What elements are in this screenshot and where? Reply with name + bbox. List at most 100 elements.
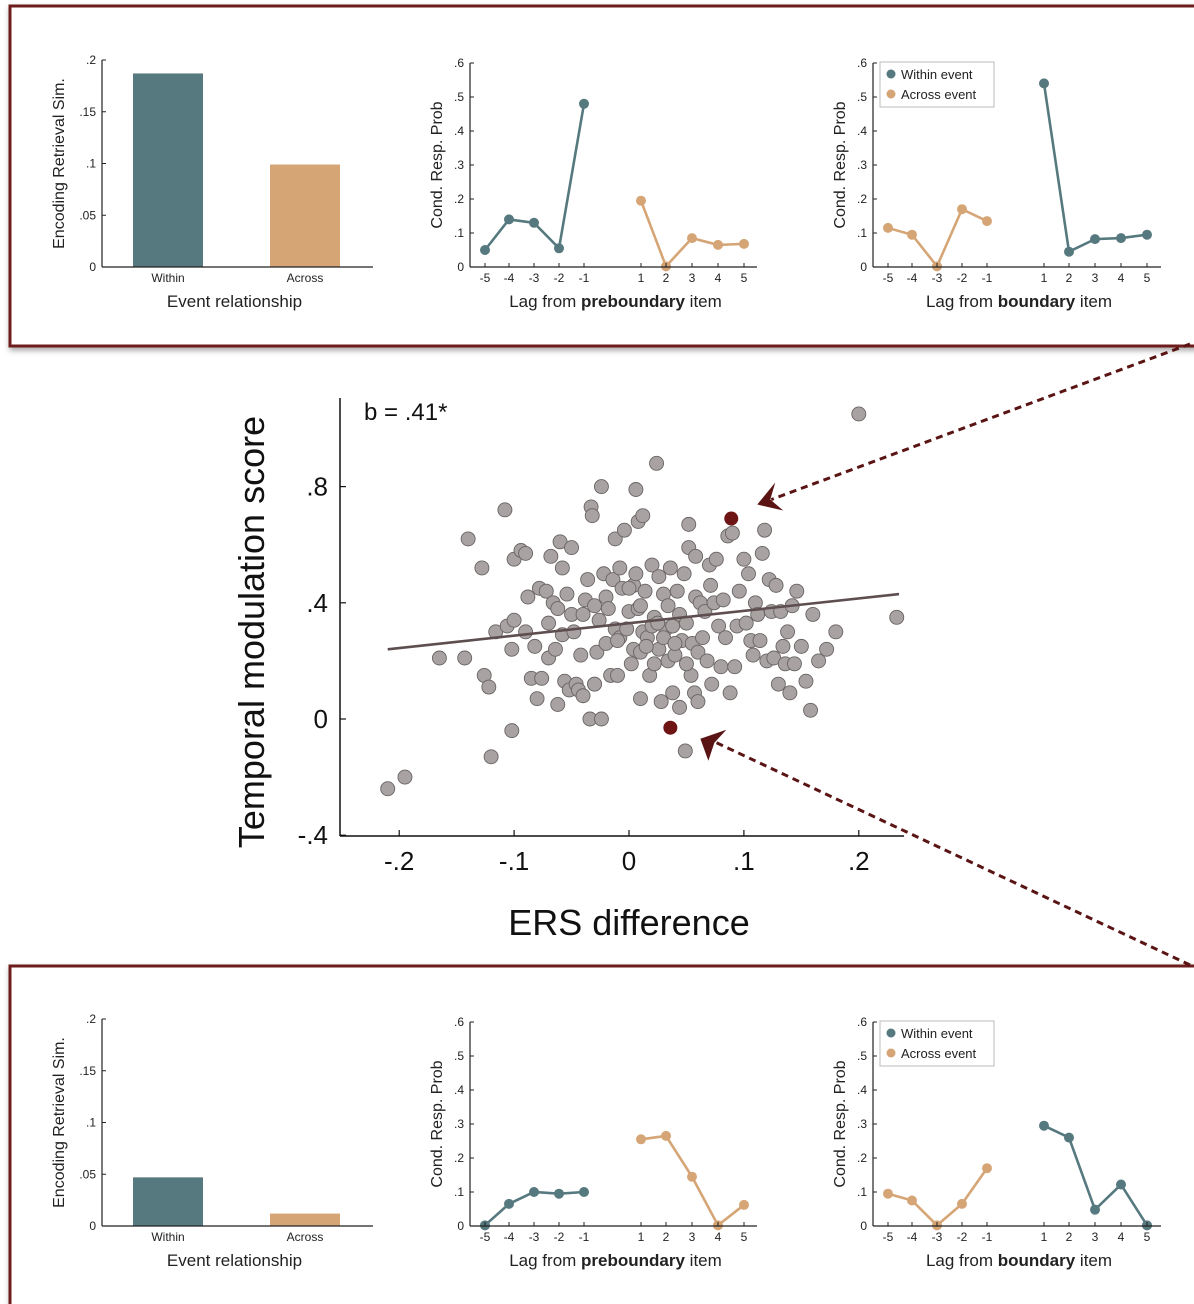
top-boundary-xtick-label: -4 (907, 271, 918, 285)
scatter-point (798, 673, 814, 689)
bottom-preboundary-ytick-label: .6 (454, 1015, 464, 1029)
scatter-point (616, 522, 632, 538)
scatter-point (575, 606, 591, 622)
bottom-boundary-ytick-label: .5 (857, 1049, 867, 1063)
bottom-preboundary-ytick-label: .2 (454, 1151, 464, 1165)
top-boundary-x-label-bold: boundary (998, 292, 1076, 311)
scatter-point (662, 560, 678, 576)
top-preboundary-xtick-label: -1 (579, 271, 590, 285)
scatter-point (713, 659, 729, 675)
scatter-point (803, 702, 818, 718)
scatter-ytick-label: .8 (306, 472, 328, 502)
scatter-point (677, 743, 693, 759)
top-boundary-xtick-label: 3 (1092, 271, 1099, 285)
top-preboundary-xtick-label: -3 (529, 271, 540, 285)
scatter-point (672, 699, 688, 715)
scatter-point (690, 644, 706, 660)
bottom-boundary-xtick-label: 2 (1066, 1230, 1073, 1244)
top-bar-ytick-label: .2 (86, 53, 96, 67)
scatter-point (715, 592, 731, 608)
bottom-bar-xtick-label: Within (151, 1230, 184, 1244)
scatter-point (580, 572, 596, 588)
bottom-preboundary-xtick-label: 2 (663, 1230, 670, 1244)
top-boundary-x-label-prefix: Lag from (926, 292, 998, 311)
scatter-ytick-label: 0 (314, 704, 328, 734)
bottom-boundary-xtick-label: -1 (982, 1230, 993, 1244)
bottom-boundary-ytick-label: .6 (857, 1015, 867, 1029)
slope-annotation: b = .41* (364, 399, 447, 426)
scatter-point (633, 598, 648, 614)
bottom-bar-ytick-label: .05 (79, 1167, 96, 1181)
bottom-preboundary-xtick-label: -1 (579, 1230, 590, 1244)
top-boundary-xtick-label: -1 (982, 271, 993, 285)
bottom-bar-ytick-label: .2 (86, 1012, 96, 1026)
scatter-point (457, 650, 473, 666)
top-boundary-xtick-label: 4 (1118, 271, 1125, 285)
top-preboundary-xtick-label: 5 (741, 271, 748, 285)
bottom-boundary-xtick-label: 3 (1092, 1230, 1099, 1244)
top-boundary-xtick-label: 2 (1066, 271, 1073, 285)
top-bar-ytick-label: .15 (79, 105, 96, 119)
top-boundary-legend-marker (886, 69, 896, 79)
highlight-point-1 (724, 511, 739, 526)
bottom-bar-bar-across (270, 1213, 340, 1226)
scatter-point (607, 531, 623, 547)
scatter-point (506, 612, 522, 628)
bottom-preboundary-x-label-bold: preboundary (581, 1251, 685, 1270)
bottom-boundary-ytick-label: .2 (857, 1151, 867, 1165)
scatter-point (660, 598, 676, 614)
scatter-point (397, 769, 413, 785)
scatter-point (518, 624, 534, 640)
scatter-point (504, 641, 520, 657)
top-boundary-x-label: Lag from boundary item (926, 292, 1112, 311)
top-preboundary-ytick-label: .6 (454, 56, 464, 70)
scatter-ytick-label: .4 (306, 588, 328, 618)
scatter-point (584, 508, 600, 524)
bottom-bar-ytick-label: 0 (89, 1219, 96, 1233)
scatter-point (676, 566, 692, 582)
scatter-point (587, 676, 602, 692)
top-preboundary-xtick-label: 1 (638, 271, 645, 285)
bottom-preboundary-xtick-label: -5 (480, 1230, 491, 1244)
main-scatter: -.4 0 .4 .8 -.2 -.1 0 .1 .2 b = .41* ERS differenc… (231, 342, 1191, 967)
scatter-point (566, 624, 582, 640)
scatter-point (775, 638, 791, 654)
bottom-boundary: 0 .1 .2 .3 .4 .5 .6 1 2 3 4 5 -5 -4 -3 -2 -1 Lag from bou… (832, 1015, 1161, 1270)
bottom-boundary-xtick-label: -2 (957, 1230, 968, 1244)
bottom-preboundary-within-point (554, 1188, 564, 1199)
bottom-preboundary-xtick-label: 3 (689, 1230, 696, 1244)
bottom-preboundary-ytick-label: 0 (457, 1219, 464, 1233)
scatter-point (481, 679, 497, 695)
scatter-point (518, 545, 534, 561)
scatter-point (635, 508, 651, 524)
bottom-boundary-y-label: Cond. Resp. Prob (832, 1060, 849, 1187)
top-preboundary-within-point (554, 243, 564, 254)
scatter-point (605, 572, 621, 588)
bottom-preboundary-within-point (504, 1198, 514, 1209)
scatter-point (754, 545, 770, 561)
scatter-point (610, 633, 625, 649)
top-boundary-within-point (1039, 78, 1049, 89)
top-boundary-ytick-label: .6 (857, 56, 867, 70)
top-preboundary-within-point (504, 214, 514, 225)
top-preboundary-ytick-label: .1 (454, 226, 464, 240)
bottom-boundary-xtick-label: -5 (883, 1230, 894, 1244)
bottom-boundary-legend-label: Within event (901, 1026, 973, 1041)
bottom-boundary-across-point (907, 1195, 917, 1206)
bottom-preboundary-ytick-label: .4 (454, 1083, 464, 1097)
bottom-preboundary-xtick-label: 4 (715, 1230, 722, 1244)
bottom-preboundary-across-point (661, 1130, 671, 1141)
top-boundary-legend (879, 61, 995, 108)
scatter-point (541, 615, 557, 631)
bottom-boundary-x-label: Lag from boundary item (926, 1251, 1112, 1270)
scatter-point (628, 482, 644, 497)
scatter-point (718, 630, 733, 646)
top-boundary-x-label-suffix: item (1075, 292, 1112, 311)
scatter-point (665, 685, 681, 701)
top-panel-frame (8, 4, 1194, 348)
top-preboundary-across-point (687, 233, 697, 244)
scatter-point (650, 615, 666, 631)
scatter-xtick-label: 0 (622, 846, 636, 876)
scatter-point (724, 525, 740, 541)
top-preboundary-across-point (713, 239, 723, 250)
